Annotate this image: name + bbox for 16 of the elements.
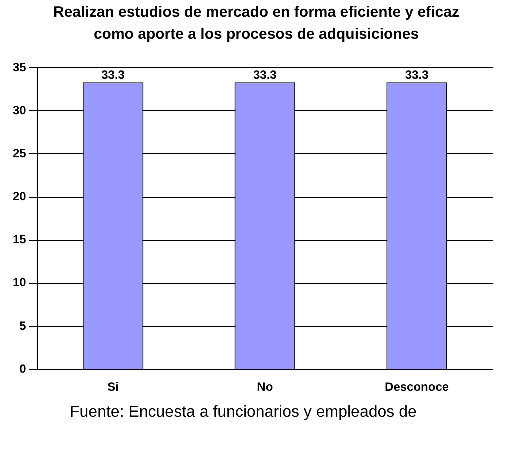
y-tick-label: 25 — [12, 146, 27, 160]
chart-title: Realizan estudios de mercado en forma eficiente y eficaz como aporte a los procesos de adquisiciones — [52, 3, 460, 45]
y-tick-label: 20 — [12, 190, 27, 204]
data-label: 33.3 — [102, 68, 126, 82]
y-tick-label: 35 — [12, 60, 27, 74]
x-tick-label: Si — [108, 380, 119, 394]
y-tick-label: 15 — [12, 232, 27, 247]
source-note: Fuente: Encuesta a funcionarios y empleados de — [70, 404, 418, 422]
x-tick-label: Desconoce — [385, 380, 450, 394]
y-tick-label: 5 — [20, 318, 27, 333]
y-tick-label: 10 — [12, 276, 27, 290]
data-label: 33.3 — [253, 68, 278, 82]
data-label: 33.3 — [405, 68, 430, 82]
y-tick-label: 30 — [12, 103, 27, 118]
y-tick-label: 0 — [20, 362, 27, 376]
x-tick-label: No — [257, 380, 274, 394]
